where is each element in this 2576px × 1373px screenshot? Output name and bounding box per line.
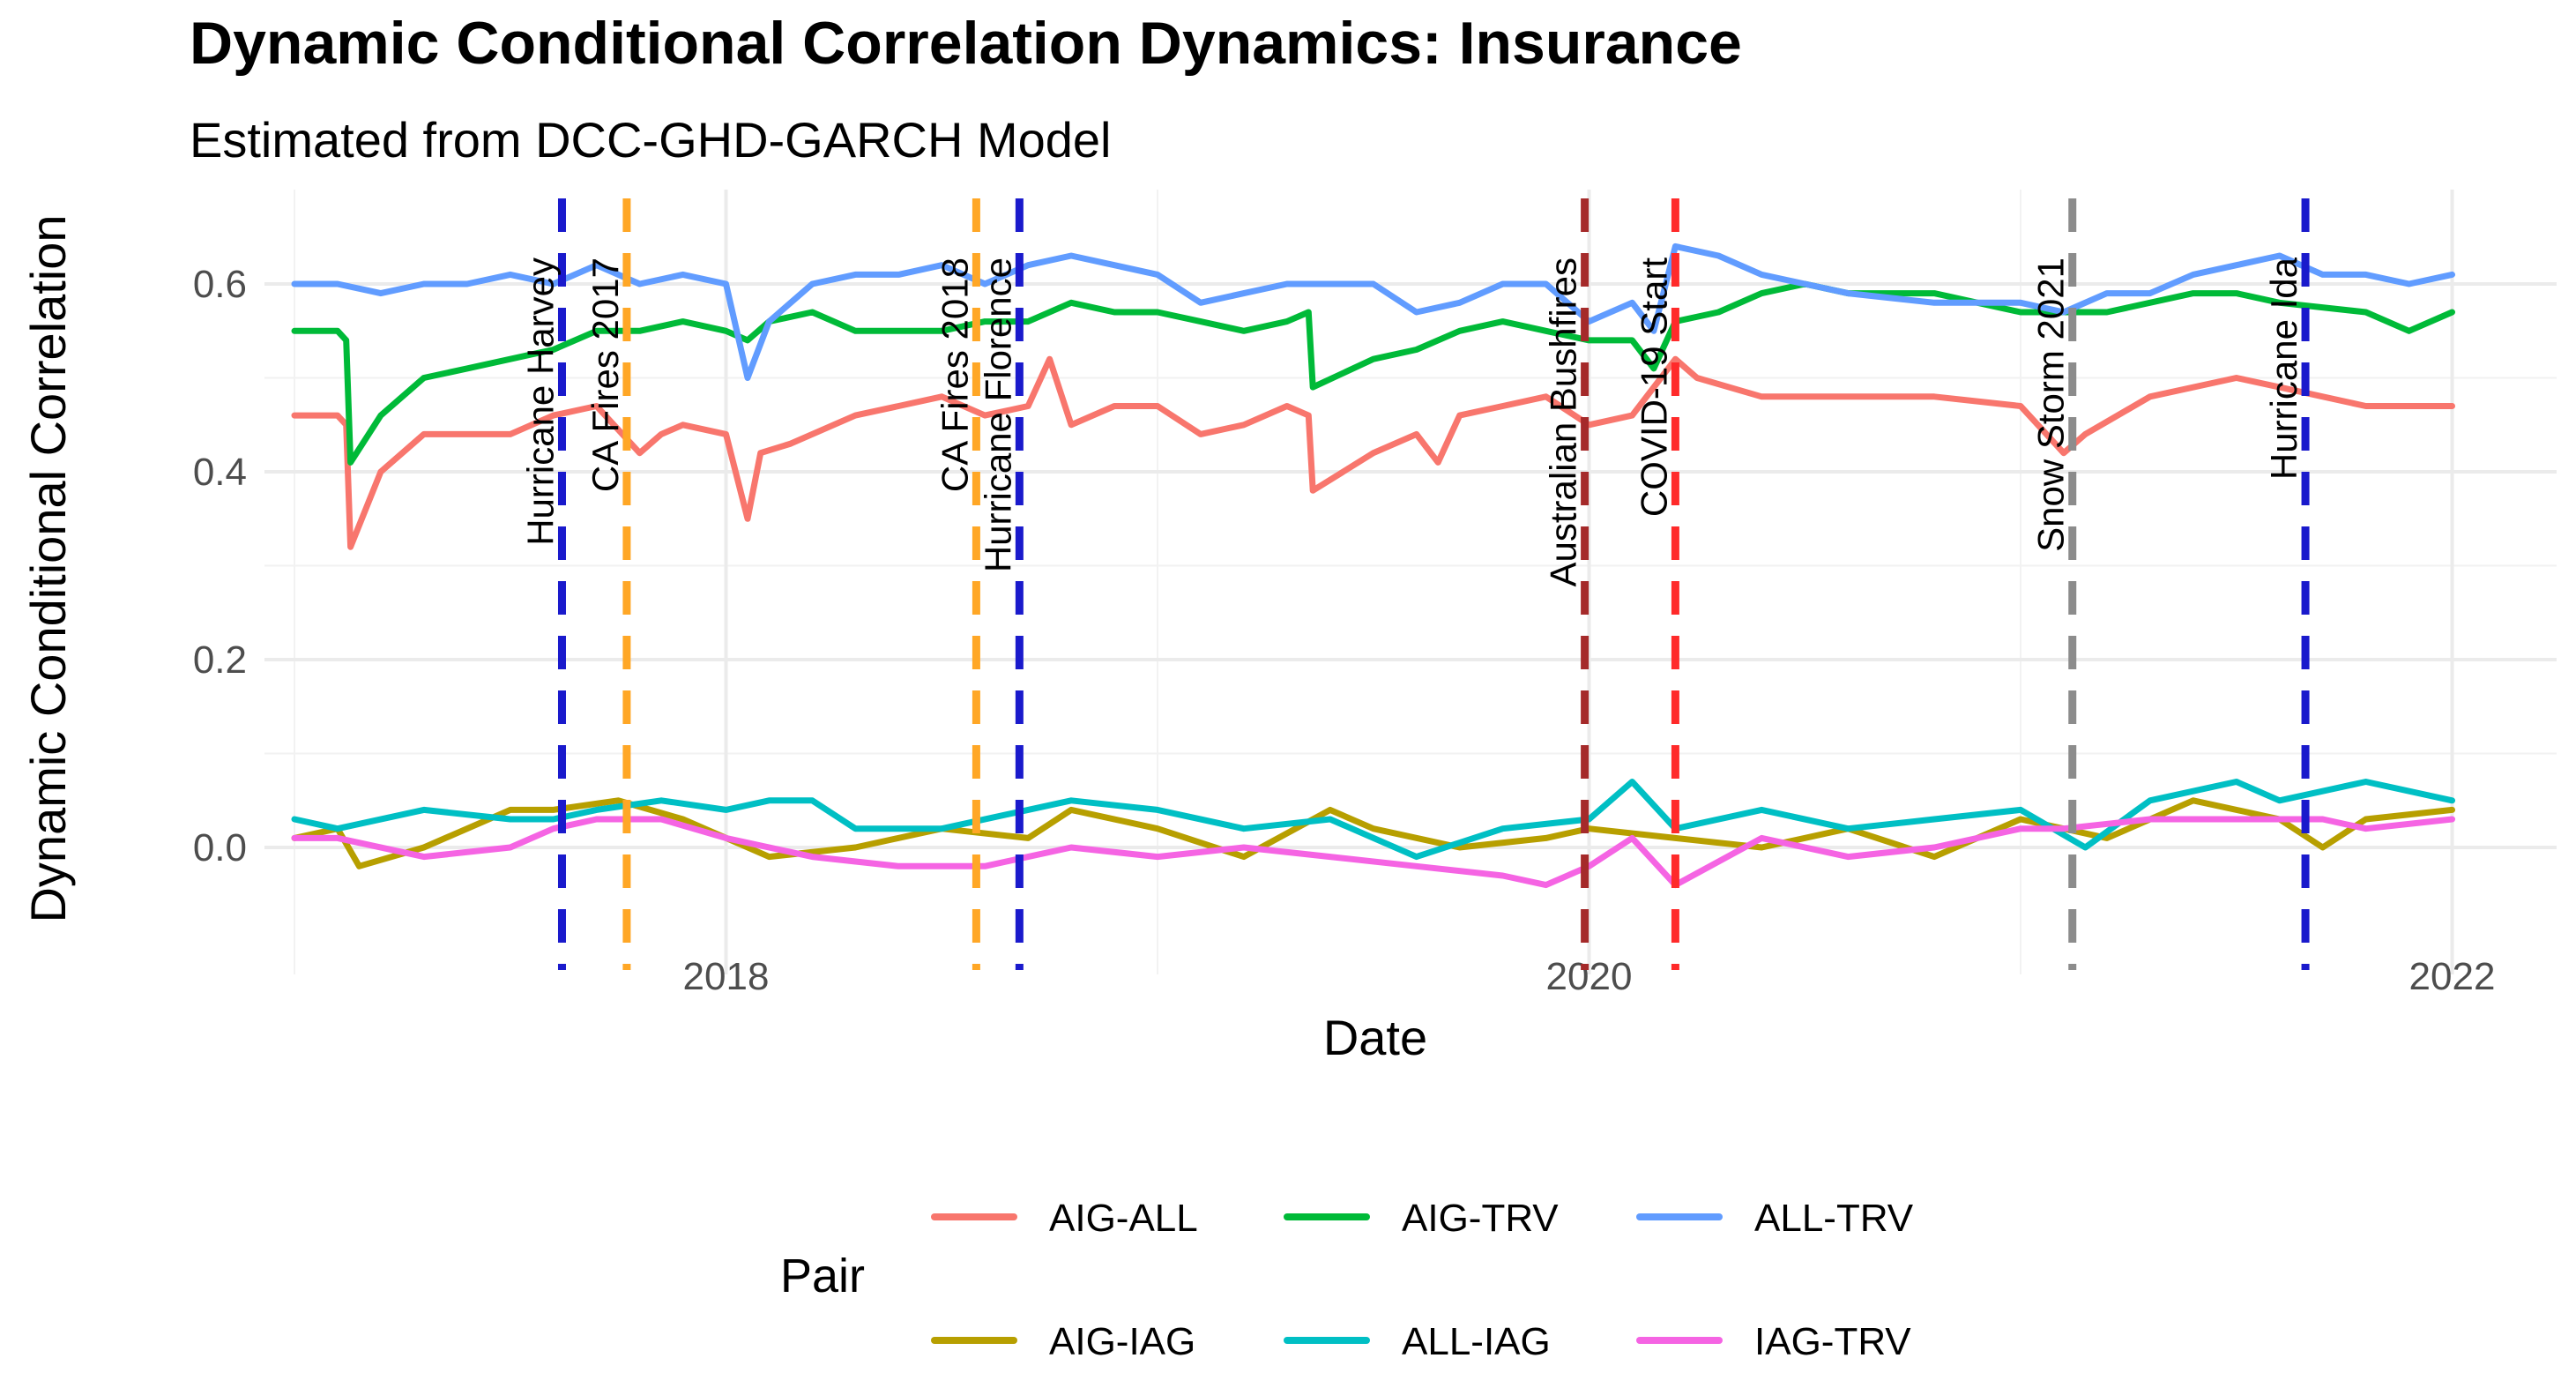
series-lines <box>291 243 2455 889</box>
series-line-all-iag <box>291 779 2455 861</box>
legend-title: Pair <box>780 1250 865 1302</box>
legend-label: AIG-ALL <box>1049 1197 1198 1240</box>
event-label: Snow Storm 2021 <box>2030 257 2072 552</box>
event-label: CA Fires 2018 <box>934 257 975 492</box>
legend-label: ALL-TRV <box>1754 1197 1914 1240</box>
legend-label: AIG-TRV <box>1402 1197 1559 1240</box>
legend: Pair AIG-ALL AIG-TRV ALL-TRV AIG-IAG ALL-IAG… <box>780 1197 1914 1363</box>
event-label: Hurricane Harvey <box>519 257 561 546</box>
series-line-aig-all <box>291 355 2455 550</box>
event-label: CA Fires 2017 <box>584 257 626 492</box>
x-axis-title: Date <box>1323 1010 1427 1065</box>
y-axis-ticks: 0.0 0.2 0.4 0.6 <box>193 263 247 869</box>
y-tick-label: 0.0 <box>193 826 247 869</box>
y-tick-label: 0.4 <box>193 451 247 494</box>
event-label: COVID-19 Start <box>1633 257 1674 517</box>
series-line-iag-trv <box>291 816 2455 889</box>
event-label: Australian Bushfires <box>1543 257 1584 587</box>
event-label: Hurricane Ida <box>2263 257 2304 480</box>
event-label: Hurricane Florence <box>977 257 1018 572</box>
series-line-aig-trv <box>291 280 2455 466</box>
y-tick-label: 0.6 <box>193 263 247 306</box>
series-line-aig-iag <box>291 797 2455 869</box>
chart-title: Dynamic Conditional Correlation Dynamics… <box>190 10 1742 77</box>
y-axis-title: Dynamic Conditional Correlation <box>20 214 76 922</box>
series-line-all-trv <box>291 243 2455 381</box>
x-axis-ticks: 2018 2020 2022 <box>683 955 2496 998</box>
x-tick-label: 2018 <box>683 955 770 998</box>
y-tick-label: 0.2 <box>193 638 247 682</box>
chart-subtitle: Estimated from DCC-GHD-GARCH Model <box>190 112 1112 168</box>
legend-label: AIG-IAG <box>1049 1320 1195 1363</box>
event-markers: Hurricane Harvey CA Fires 2017 CA Fires 20… <box>519 198 2310 970</box>
legend-label: IAG-TRV <box>1754 1320 1911 1363</box>
legend-label: ALL-IAG <box>1402 1320 1551 1363</box>
x-tick-label: 2022 <box>2409 955 2496 998</box>
x-tick-label: 2020 <box>1546 955 1633 998</box>
